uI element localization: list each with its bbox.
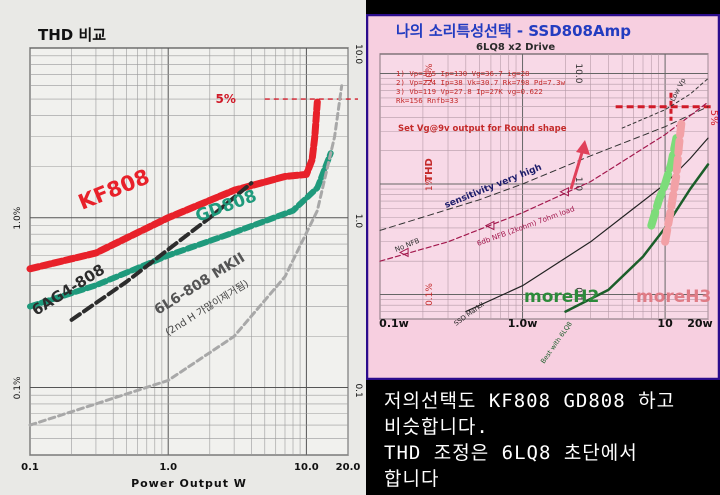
marker-triangle xyxy=(398,247,409,258)
param-line: 3) Vb=119 Vp=27.8 Ip=27K vg=0.622 xyxy=(396,87,543,96)
series-best-6lq8 xyxy=(564,163,710,313)
y-tick-label-left: 10% xyxy=(425,63,435,83)
y-tick-label-left: 0.1% xyxy=(13,376,23,399)
pointer-arrow-head xyxy=(576,140,590,155)
ssd808amp-chart: 나의 소리특성선택 - SSD808Amp 6LQ8 x2 Drive 10% 1% 0… xyxy=(366,14,720,380)
note-line: 저의선택도 KF808 GD808 하고 xyxy=(384,390,676,412)
chart-title: 나의 소리특성선택 - SSD808Amp xyxy=(396,22,631,40)
y-tick-label-left: 0.1% xyxy=(425,283,435,306)
five-percent-label: 5% xyxy=(216,92,236,106)
series-6db-nfb xyxy=(379,101,709,262)
x-tick-label: 1.0 xyxy=(159,462,177,473)
x-tick-label: 10 xyxy=(657,317,673,330)
param-line: Rk=156 Rnfb=33 xyxy=(396,96,458,105)
x-tick-label: 1.0w xyxy=(508,317,538,330)
series-ssd-markii xyxy=(465,137,709,313)
series-kf808 xyxy=(26,98,321,273)
x-tick-label: 0.1 xyxy=(21,462,39,473)
param-line: 1) Vp=375 Ip=130 Vg=36.7 ig=28 xyxy=(396,69,530,78)
y-tick-label-left: 1% xyxy=(425,176,435,191)
x-tick-label: 0.1w xyxy=(379,317,409,330)
y-tick-label-left: 1.0% xyxy=(13,206,23,229)
y-tick-label-mid: 0.1 xyxy=(573,287,583,301)
series-gd808 xyxy=(27,150,334,310)
series-label-moreh3: moreH3 xyxy=(636,287,711,307)
y-tick-label-mid: 10.0 xyxy=(573,63,583,83)
x-tick-label: 20w xyxy=(687,317,712,330)
y-tick-label-mid: 1.0 xyxy=(573,177,583,192)
note-line: 합니다 xyxy=(384,468,440,490)
series-6ag4 xyxy=(69,181,254,322)
y-tick-label-right: 10.0 xyxy=(353,44,363,64)
chart-subtitle: 6LQ8 x2 Drive xyxy=(476,42,555,53)
x-axis-label: Power Output W xyxy=(131,477,247,490)
chart-title: THD 비교 xyxy=(38,26,106,44)
y-tick-label-right: 1.0 xyxy=(353,214,363,229)
set-note: Set Vg@9v output for Round shape xyxy=(398,124,567,134)
series-label-moreh2: moreH2 xyxy=(524,287,599,307)
series-no-nfb xyxy=(379,106,709,231)
note-box: 저의선택도 KF808 GD808 하고 비슷합니다. THD 조정은 6LQ8… xyxy=(374,380,720,495)
series-moreh2 xyxy=(647,134,681,230)
series-low-vp xyxy=(621,78,709,129)
note-line: 비슷합니다. xyxy=(384,416,489,438)
note-line: THD 조정은 6LQ8 초단에서 xyxy=(384,442,638,464)
thd-comparison-plot: THD 비교 0.1 1.0 10.0 20.0 Power Output W 0.1% 1.… xyxy=(13,26,363,490)
x-tick-label: 10.0 xyxy=(294,462,319,473)
ssd808amp-plot: 나의 소리특성선택 - SSD808Amp 6LQ8 x2 Drive 10% 1% 0… xyxy=(366,14,720,380)
series-moreh3 xyxy=(661,119,686,246)
marker-triangle xyxy=(559,186,569,197)
series-6l6 xyxy=(28,84,344,427)
marker-triangle xyxy=(484,220,495,231)
x-tick-label: 20.0 xyxy=(336,462,361,473)
panel-border xyxy=(366,14,720,380)
param-line: 2) Vp=224 Ip=38 Vk=30.7 Rk=798 Pd=7.3w xyxy=(396,78,566,87)
series-label-best-6lq8: Best with 6LQ8 xyxy=(539,320,574,365)
thd-comparison-chart: THD 비교 0.1 1.0 10.0 20.0 Power Output W 0.1% 1.… xyxy=(0,0,366,495)
y-tick-label-right: 0.1 xyxy=(353,383,363,397)
y-axis-label: THD xyxy=(424,158,435,182)
five-percent-label: 5% xyxy=(708,110,719,126)
